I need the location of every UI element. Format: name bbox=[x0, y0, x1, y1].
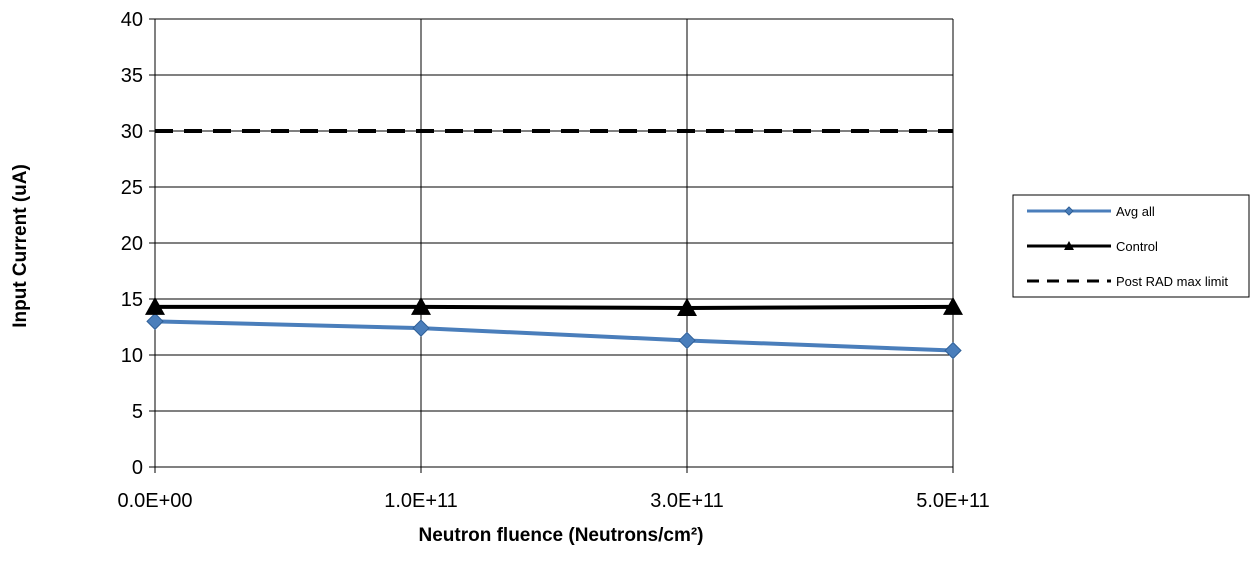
point-triangle bbox=[1064, 241, 1074, 250]
y-tick-label: 20 bbox=[121, 233, 143, 255]
point-diamond bbox=[678, 331, 696, 350]
series bbox=[145, 129, 963, 360]
point-triangle bbox=[677, 297, 697, 316]
series-avg-all bbox=[146, 312, 962, 360]
series-line bbox=[154, 319, 954, 353]
legend-label: Control bbox=[1116, 239, 1158, 254]
x-axis-title: Neutron fluence (Neutrons/cm²) bbox=[418, 525, 703, 546]
axes bbox=[149, 18, 954, 473]
point-diamond bbox=[944, 341, 962, 360]
point-triangle bbox=[145, 296, 165, 315]
series-line bbox=[155, 304, 954, 310]
y-tick-label: 25 bbox=[121, 177, 143, 199]
legend-label: Post RAD max limit bbox=[1116, 274, 1228, 289]
point-diamond bbox=[1064, 206, 1074, 216]
x-tick-label: 3.0E+11 bbox=[650, 490, 724, 512]
y-tick-label: 35 bbox=[121, 65, 143, 87]
y-tick-label: 40 bbox=[121, 9, 143, 31]
point-diamond bbox=[146, 312, 164, 331]
tick-labels: 0 5 10 15 20 25 30 35 40 0.0E+00 1.0E+11 3.0E+11 5.0… bbox=[117, 9, 989, 512]
legend: Avg all Control Post RAD max limit bbox=[1012, 194, 1250, 298]
x-tick-label: 5.0E+11 bbox=[916, 490, 990, 512]
legend-label: Avg all bbox=[1116, 204, 1155, 219]
y-tick-label: 15 bbox=[121, 289, 143, 311]
y-tick-label: 10 bbox=[121, 345, 143, 367]
x-tick-label: 1.0E+11 bbox=[384, 490, 458, 512]
y-tick-label: 30 bbox=[121, 121, 143, 143]
x-tick-label: 0.0E+00 bbox=[117, 490, 192, 512]
point-diamond bbox=[412, 319, 430, 337]
y-axis-title: Input Current (uA) bbox=[10, 164, 31, 328]
grid bbox=[155, 18, 954, 467]
point-triangle bbox=[411, 296, 431, 315]
series-control bbox=[145, 296, 963, 316]
point-triangle bbox=[943, 296, 963, 315]
y-tick-label: 0 bbox=[132, 457, 143, 479]
y-tick-label: 5 bbox=[132, 401, 143, 423]
